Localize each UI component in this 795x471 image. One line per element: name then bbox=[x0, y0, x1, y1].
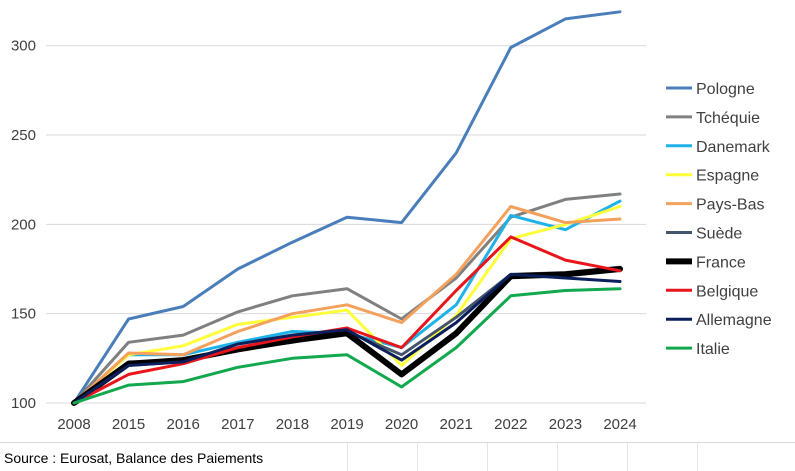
y-tick-label: 200 bbox=[11, 216, 36, 233]
x-axis-ticks: 2008 2015 2016 2017 2018 2019 2020 2021 2022 2023… bbox=[57, 416, 636, 433]
legend-label: Suède bbox=[696, 226, 742, 243]
legend-label: France bbox=[696, 254, 746, 271]
legend-label: Danemark bbox=[696, 139, 771, 156]
legend-label: Belgique bbox=[696, 283, 758, 300]
cell-divider bbox=[487, 443, 488, 471]
series-line-pays-bas bbox=[72, 205, 622, 405]
series-line-pologne bbox=[72, 10, 622, 405]
y-tick-label: 150 bbox=[11, 306, 36, 323]
legend-label: Espagne bbox=[696, 168, 759, 185]
x-tick-label: 2022 bbox=[494, 416, 527, 433]
series-line-espagne bbox=[72, 205, 622, 405]
x-tick-label: 2019 bbox=[330, 416, 363, 433]
series-line-belgique bbox=[72, 235, 622, 405]
x-tick-label: 2018 bbox=[276, 416, 309, 433]
legend-label: Allemagne bbox=[696, 312, 772, 329]
y-tick-label: 300 bbox=[11, 38, 36, 55]
x-tick-label: 2008 bbox=[57, 416, 90, 433]
x-tick-label: 2017 bbox=[221, 416, 254, 433]
series-line-tchéquie bbox=[72, 192, 622, 405]
legend-label: Pologne bbox=[696, 81, 755, 98]
y-axis-ticks: 100 150 200 250 300 bbox=[11, 38, 36, 412]
source-note: Source : Eurosat, Balance des Paiements bbox=[4, 450, 264, 466]
legend: Pologne Tchéquie Danemark Espagne Pays-Bas Su… bbox=[666, 81, 772, 358]
series-line-italie bbox=[72, 287, 622, 405]
legend-label: Pays-Bas bbox=[696, 197, 764, 214]
cell-divider bbox=[697, 443, 698, 471]
line-chart: 100 150 200 250 300 2008 2015 2016 2017 2018 2019… bbox=[11, 10, 772, 433]
y-tick-label: 100 bbox=[11, 395, 36, 412]
cell-divider bbox=[347, 443, 348, 471]
y-tick-label: 250 bbox=[11, 127, 36, 144]
x-tick-label: 2021 bbox=[440, 416, 473, 433]
x-tick-label: 2020 bbox=[385, 416, 418, 433]
x-tick-label: 2015 bbox=[112, 416, 145, 433]
legend-label: Italie bbox=[696, 341, 730, 358]
source-footer: Source : Eurosat, Balance des Paiements bbox=[0, 442, 795, 471]
cell-divider bbox=[417, 443, 418, 471]
series-lines bbox=[71, 10, 623, 406]
series-line-allemagne bbox=[72, 272, 622, 405]
x-tick-label: 2023 bbox=[549, 416, 582, 433]
gridlines bbox=[46, 45, 646, 404]
cell-divider bbox=[627, 443, 628, 471]
legend-label: Tchéquie bbox=[696, 110, 760, 127]
x-tick-label: 2024 bbox=[603, 416, 636, 433]
cell-divider bbox=[557, 443, 558, 471]
x-tick-label: 2016 bbox=[167, 416, 200, 433]
